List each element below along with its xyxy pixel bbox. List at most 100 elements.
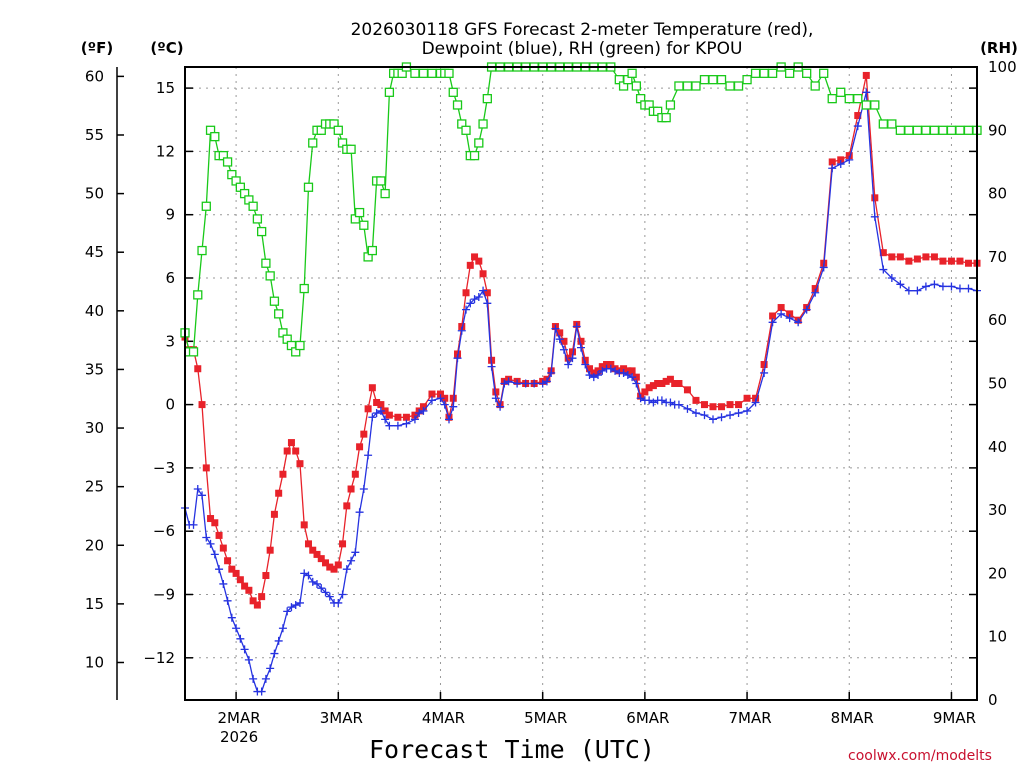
dewpoint-point bbox=[440, 400, 449, 409]
dewpoint-point bbox=[334, 598, 343, 607]
dewpoint-point bbox=[496, 402, 505, 411]
rh-point bbox=[844, 94, 854, 104]
dewpoint-point bbox=[628, 373, 637, 382]
rh-point bbox=[716, 75, 727, 85]
fahrenheit-tick-label: 60 bbox=[85, 67, 104, 85]
dewpoint-point bbox=[236, 634, 245, 643]
temperature-point bbox=[632, 373, 640, 381]
dewpoint-point bbox=[219, 579, 228, 588]
temperature-point bbox=[888, 253, 896, 261]
dewpoint-point bbox=[811, 288, 820, 297]
dewpoint-point bbox=[202, 533, 211, 542]
temperature-point bbox=[275, 489, 283, 497]
dewpoint-point bbox=[249, 674, 258, 683]
dewpoint-point bbox=[547, 368, 556, 377]
rh-point bbox=[661, 112, 671, 123]
temperature-point bbox=[930, 253, 938, 261]
dewpoint-point bbox=[542, 377, 551, 386]
fahrenheit-tick-label: 50 bbox=[85, 185, 104, 203]
dewpoint-point bbox=[623, 371, 632, 380]
temperature-point bbox=[471, 253, 479, 261]
dewpoint-point bbox=[938, 282, 947, 291]
dewpoint-point bbox=[393, 421, 402, 430]
temperature-point bbox=[594, 367, 602, 375]
dewpoint-point bbox=[351, 548, 360, 557]
rh-tick-label: 30 bbox=[988, 501, 1007, 519]
rh-unit-label: (RH) bbox=[980, 39, 1018, 57]
temperature-point bbox=[662, 377, 670, 385]
temperature-point bbox=[245, 586, 253, 594]
rh-point bbox=[631, 81, 642, 91]
rh-point bbox=[256, 226, 267, 237]
dewpoint-point bbox=[381, 415, 390, 424]
temperature-point bbox=[560, 337, 568, 345]
temperature-point bbox=[356, 443, 364, 451]
dewpoint-point bbox=[291, 601, 300, 610]
dewpoint-point bbox=[338, 590, 347, 599]
dewpoint-point bbox=[359, 485, 368, 493]
dewpoint-point bbox=[364, 451, 373, 460]
rh-point bbox=[474, 138, 484, 148]
temperature-point bbox=[253, 601, 261, 609]
rh-tick-label: 60 bbox=[988, 311, 1007, 329]
dewpoint-point bbox=[743, 406, 752, 415]
temperature-point bbox=[811, 285, 819, 293]
rh-tick-label: 80 bbox=[988, 185, 1007, 203]
temperature-point bbox=[666, 375, 674, 383]
temperature-point bbox=[317, 555, 325, 563]
temperature-point bbox=[492, 388, 500, 396]
rh-point bbox=[708, 75, 718, 85]
dewpoint-point bbox=[193, 485, 202, 493]
temperature-point bbox=[658, 380, 666, 387]
dewpoint-point bbox=[210, 550, 219, 559]
dewpoint-point bbox=[913, 286, 922, 295]
celsius-tick-label: −3 bbox=[153, 459, 175, 477]
celsius-tick-label: −12 bbox=[143, 649, 175, 667]
rh-point bbox=[274, 309, 284, 319]
celsius-tick-label: 3 bbox=[165, 332, 175, 350]
rh-tick-label: 0 bbox=[988, 691, 998, 709]
temperature-point bbox=[309, 546, 317, 554]
temperature-point bbox=[683, 386, 691, 394]
temperature-point bbox=[313, 550, 321, 558]
rh-point bbox=[252, 214, 263, 224]
rh-point bbox=[836, 87, 846, 97]
rh-point bbox=[201, 201, 211, 211]
dewpoint-point bbox=[304, 571, 313, 580]
temperature-point bbox=[194, 365, 202, 373]
temperature-point bbox=[628, 367, 636, 375]
dewpoint-point bbox=[474, 292, 483, 301]
dewpoint-point bbox=[227, 613, 236, 622]
dewpoint-point bbox=[308, 577, 317, 586]
rh-point bbox=[261, 258, 271, 268]
x-tick-label: 6MAR bbox=[626, 709, 669, 727]
dewpoint-point bbox=[470, 295, 479, 304]
dewpoint-point bbox=[257, 687, 266, 696]
temperature-point bbox=[752, 394, 760, 402]
dewpoint-point bbox=[491, 394, 500, 403]
temperature-point bbox=[458, 323, 466, 331]
dewpoint-point bbox=[215, 565, 224, 574]
rh-point bbox=[427, 68, 437, 78]
temperature-point bbox=[718, 403, 726, 411]
dewpoint-point bbox=[321, 588, 330, 597]
temperature-point bbox=[228, 565, 236, 573]
temperature-point bbox=[292, 447, 300, 455]
rh-point bbox=[665, 100, 676, 110]
fahrenheit-unit-label: (ºF) bbox=[81, 39, 113, 57]
dewpoint-point bbox=[674, 400, 683, 409]
temperature-point bbox=[586, 365, 594, 373]
temperature-point bbox=[402, 413, 410, 421]
temperature-point bbox=[351, 470, 359, 478]
dewpoint-point bbox=[287, 603, 296, 612]
rh-point bbox=[955, 125, 965, 135]
temperature-point bbox=[202, 464, 210, 472]
dewpoint-point bbox=[589, 373, 598, 382]
rh-point bbox=[469, 150, 480, 161]
temperature-point bbox=[692, 396, 700, 404]
dewpoint-point bbox=[466, 299, 475, 308]
rh-point bbox=[418, 68, 429, 78]
dewpoint-point bbox=[896, 280, 905, 289]
x-tick-label: 9MAR bbox=[933, 709, 976, 727]
rh-point bbox=[921, 125, 931, 135]
